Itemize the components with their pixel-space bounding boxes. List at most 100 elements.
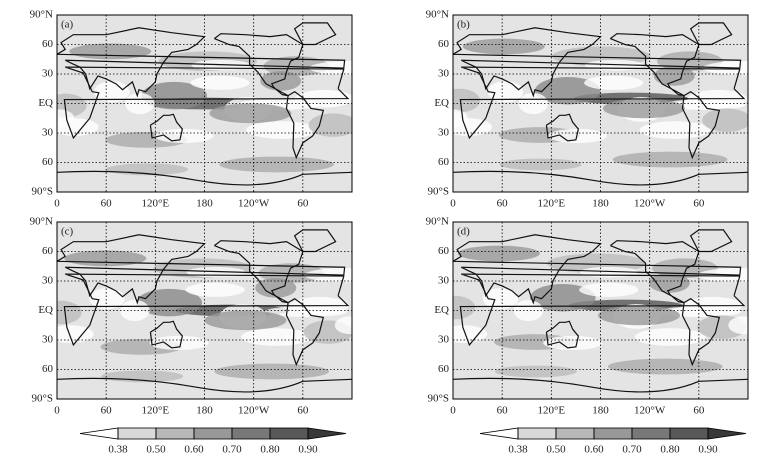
shading	[607, 358, 723, 375]
shading-light	[185, 282, 245, 297]
lon-tick-label: 0	[54, 405, 60, 417]
lon-tick-label: 60	[297, 405, 309, 417]
panel-label: (d)	[457, 226, 470, 238]
coastline	[609, 33, 700, 97]
lat-tick-label: 90°N	[30, 9, 53, 21]
coastline	[545, 113, 580, 142]
map-frame	[452, 221, 749, 400]
map-frame	[452, 14, 749, 193]
lat-tick-label: 90°S	[427, 393, 449, 405]
lon-tick-label: 120°E	[538, 405, 566, 417]
coastline	[453, 234, 742, 305]
lat-tick-label: 30	[42, 334, 54, 346]
shading	[530, 283, 596, 312]
colorbar-cell	[269, 427, 309, 440]
colorbar-cell	[193, 427, 233, 440]
shading-light	[513, 299, 544, 322]
colorbar-label: 0.90	[698, 444, 718, 456]
coastline	[213, 240, 304, 304]
shading-light	[149, 335, 209, 351]
coastline	[689, 229, 733, 253]
colorbar-cell	[631, 427, 671, 440]
coastline	[63, 66, 350, 140]
coastline	[149, 113, 184, 142]
lat-tick-label: EQ	[434, 97, 449, 109]
coastline	[453, 27, 742, 98]
lon-tick-label: 120°W	[634, 405, 666, 417]
lat-tick-label: 30	[42, 275, 54, 287]
lat-tick-label: 90°N	[426, 216, 449, 228]
coastline	[453, 377, 748, 393]
lat-tick-label: 90°S	[31, 393, 53, 405]
colorbar-cell	[593, 427, 633, 440]
lat-tick-label: 30	[438, 275, 450, 287]
colorbar-cell	[307, 427, 347, 440]
shading	[263, 56, 330, 76]
lon-tick-label: 0	[54, 198, 60, 210]
shading-light	[241, 328, 313, 346]
map-field	[453, 15, 748, 192]
shading	[214, 363, 330, 380]
shading	[653, 66, 695, 86]
colorbar-cell	[117, 427, 157, 440]
colorbar-label: 0.80	[660, 444, 680, 456]
shading	[612, 151, 728, 168]
lat-tick-label: 30	[42, 127, 54, 139]
coastline	[57, 234, 346, 305]
lon-tick-label: 120°E	[142, 405, 170, 417]
colorbar-cell	[479, 427, 519, 440]
lon-tick-label: 120°E	[142, 198, 170, 210]
shading-light	[482, 288, 519, 310]
shading-light	[334, 316, 352, 335]
colorbar-label: 0.50	[146, 444, 166, 456]
shading	[499, 158, 582, 171]
colorbar-label: 0.60	[184, 444, 204, 456]
lon-tick-label: 60	[693, 405, 705, 417]
colorbar-label: 0.70	[222, 444, 242, 456]
shading-light	[543, 335, 603, 351]
shading-light	[579, 282, 639, 297]
map-frame	[56, 221, 353, 400]
colorbar-cell	[707, 427, 747, 440]
lat-tick-label: 30	[438, 68, 450, 80]
shading-light	[728, 316, 748, 335]
coastline	[545, 320, 580, 349]
shading	[602, 98, 685, 119]
coastline	[681, 90, 721, 160]
shading	[209, 103, 292, 124]
shading	[462, 38, 545, 55]
map-panel: 90°N 60 30 EQ 30 60 90°S0 60 120°E 180 120°W 60 (a)	[30, 9, 353, 210]
shading-light	[304, 268, 352, 283]
lon-tick-label: 60	[101, 405, 113, 417]
shading-light	[94, 81, 130, 103]
shading-light	[548, 128, 608, 144]
lat-tick-label: 60	[42, 156, 54, 168]
shading-light	[246, 121, 317, 139]
coastline	[293, 229, 337, 253]
lat-tick-label: 90°N	[30, 216, 53, 228]
lat-tick-label: 60	[42, 363, 54, 375]
shading	[598, 305, 680, 326]
lon-tick-label: 0	[450, 405, 456, 417]
shading	[702, 108, 748, 133]
coastline	[609, 240, 700, 304]
lon-tick-label: 60	[297, 198, 309, 210]
lon-tick-label: 60	[497, 405, 509, 417]
coastline	[57, 170, 352, 186]
coastline	[293, 22, 337, 46]
shading-light	[125, 92, 155, 115]
lon-tick-label: 120°W	[634, 198, 666, 210]
colorbar-label: 0.60	[584, 444, 604, 456]
coastline	[213, 33, 304, 97]
panel-label: (a)	[61, 19, 74, 31]
lon-tick-label: 60	[101, 198, 113, 210]
lon-tick-label: 120°W	[238, 198, 270, 210]
lon-tick-label: 60	[497, 198, 509, 210]
lon-tick-label: 0	[450, 198, 456, 210]
map-panel: 90°N 60 30 EQ 30 60 90°S0 60 120°E 180 120°W 60 (d)	[426, 216, 749, 417]
shading-light	[584, 75, 644, 90]
colorbar-label: 0.90	[298, 444, 318, 456]
colorbar-cell	[155, 427, 195, 440]
shading-light	[89, 288, 125, 310]
shading	[453, 295, 476, 320]
